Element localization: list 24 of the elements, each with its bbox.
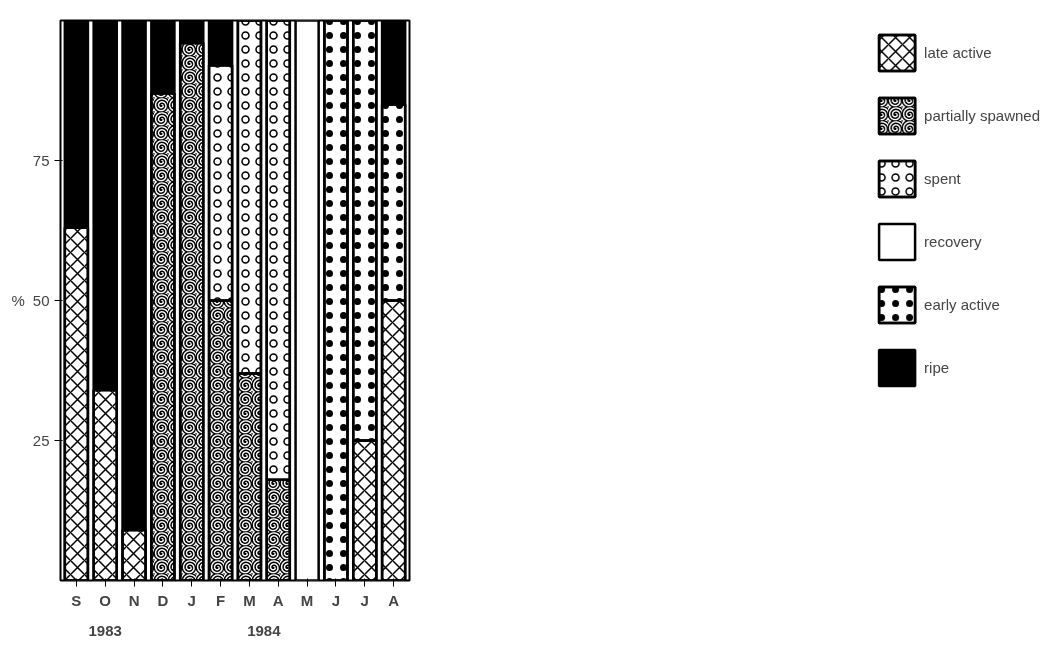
y-tick-label: 75	[32, 151, 50, 169]
x-tick-label: F	[216, 591, 226, 609]
text: 1984	[247, 621, 282, 639]
x-tick-label: O	[99, 591, 112, 609]
y-tick-label: 25	[32, 431, 50, 449]
legend-label: spent	[924, 170, 961, 187]
x-tick-label: S	[71, 591, 82, 609]
x-tick-label: A	[272, 591, 284, 609]
x-tick-label: J	[187, 591, 196, 609]
x-tick-label: A	[388, 591, 400, 609]
legend-label: early active	[924, 296, 1000, 313]
x-tick-label: J	[331, 591, 341, 609]
x-tick-label: M	[300, 591, 314, 609]
legend-label: ripe	[924, 359, 950, 376]
x-tick-label: D	[157, 591, 169, 609]
y-tick-label: 50	[32, 291, 50, 309]
text: 1983	[88, 621, 122, 639]
y-axis-title: %	[11, 292, 25, 309]
legend-label: partially spawned	[924, 107, 1040, 124]
legend-label: late active	[924, 44, 992, 61]
x-tick-label: M	[243, 591, 256, 609]
legend-label: recovery	[924, 233, 982, 250]
x-tick-label: J	[360, 591, 369, 609]
x-tick-label: N	[128, 591, 140, 609]
